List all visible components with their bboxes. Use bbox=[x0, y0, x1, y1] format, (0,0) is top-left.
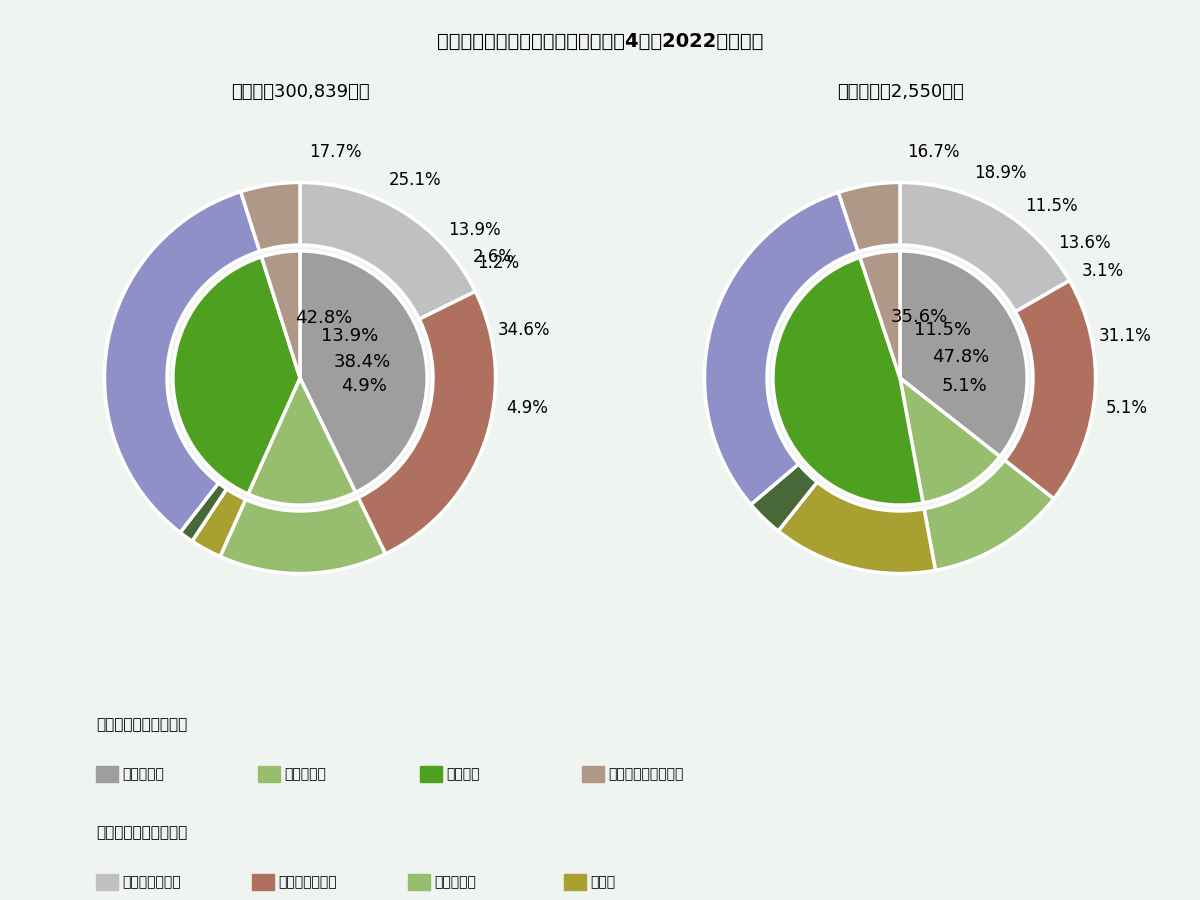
Text: 3.1%: 3.1% bbox=[1081, 263, 1123, 281]
Wedge shape bbox=[924, 460, 1054, 571]
Text: 5.1%: 5.1% bbox=[941, 377, 986, 395]
Text: 25.1%: 25.1% bbox=[389, 171, 442, 189]
Text: 小分類（グラフ外側）: 小分類（グラフ外側） bbox=[96, 825, 187, 840]
Text: 38.4%: 38.4% bbox=[334, 354, 391, 372]
Text: 1.2%: 1.2% bbox=[476, 255, 520, 273]
Text: 4.9%: 4.9% bbox=[341, 377, 386, 395]
Title: 全事故【300,839件】: 全事故【300,839件】 bbox=[230, 84, 370, 102]
Wedge shape bbox=[300, 183, 475, 320]
Wedge shape bbox=[192, 489, 246, 556]
Text: 13.9%: 13.9% bbox=[320, 328, 378, 346]
Wedge shape bbox=[1004, 281, 1096, 499]
Wedge shape bbox=[773, 257, 923, 505]
Title: 死亡事故【2,550件】: 死亡事故【2,550件】 bbox=[836, 84, 964, 102]
Wedge shape bbox=[104, 192, 259, 533]
Wedge shape bbox=[704, 193, 858, 505]
Wedge shape bbox=[900, 251, 1027, 456]
Wedge shape bbox=[900, 378, 1000, 503]
Wedge shape bbox=[300, 251, 427, 492]
Text: 交差点付近: 交差点付近 bbox=[434, 875, 476, 889]
Text: 35.6%: 35.6% bbox=[892, 308, 948, 326]
Wedge shape bbox=[220, 498, 385, 573]
Text: 31.1%: 31.1% bbox=[1098, 327, 1151, 345]
Text: 18.9%: 18.9% bbox=[974, 164, 1027, 182]
Wedge shape bbox=[173, 256, 300, 494]
Text: 交差点付近: 交差点付近 bbox=[284, 767, 326, 781]
Wedge shape bbox=[900, 183, 1069, 311]
Text: 47.8%: 47.8% bbox=[932, 348, 990, 366]
Wedge shape bbox=[358, 292, 496, 554]
Text: 2.6%: 2.6% bbox=[473, 248, 515, 266]
Wedge shape bbox=[779, 482, 936, 573]
Text: 交差点・信号有: 交差点・信号有 bbox=[122, 875, 181, 889]
Text: 交差点・信号無: 交差点・信号無 bbox=[278, 875, 337, 889]
Wedge shape bbox=[751, 464, 817, 531]
Text: 交差点合計: 交差点合計 bbox=[122, 767, 164, 781]
Text: 34.6%: 34.6% bbox=[497, 320, 550, 338]
Wedge shape bbox=[241, 183, 300, 251]
Text: 13.9%: 13.9% bbox=[449, 221, 500, 239]
Text: 11.5%: 11.5% bbox=[914, 320, 971, 338]
Text: 17.7%: 17.7% bbox=[308, 143, 361, 161]
Text: 11.5%: 11.5% bbox=[1025, 197, 1078, 215]
Text: 大分類（グラフ内側）: 大分類（グラフ内側） bbox=[96, 717, 187, 732]
Text: 16.7%: 16.7% bbox=[907, 142, 960, 160]
Text: カーブ: カーブ bbox=[590, 875, 616, 889]
Wedge shape bbox=[860, 251, 900, 378]
Text: 単路合計: 単路合計 bbox=[446, 767, 480, 781]
Text: 踏切・その他の場所: 踏切・その他の場所 bbox=[608, 767, 684, 781]
Text: 13.6%: 13.6% bbox=[1058, 234, 1111, 252]
Wedge shape bbox=[248, 378, 355, 505]
Text: 5.1%: 5.1% bbox=[1106, 399, 1148, 417]
Wedge shape bbox=[839, 183, 900, 252]
Text: 道路形状別交通事故発生状況【令和4年（2022年）中】: 道路形状別交通事故発生状況【令和4年（2022年）中】 bbox=[437, 32, 763, 50]
Wedge shape bbox=[262, 251, 300, 378]
Wedge shape bbox=[180, 483, 227, 541]
Text: 42.8%: 42.8% bbox=[295, 309, 352, 327]
Text: 4.9%: 4.9% bbox=[506, 399, 547, 417]
